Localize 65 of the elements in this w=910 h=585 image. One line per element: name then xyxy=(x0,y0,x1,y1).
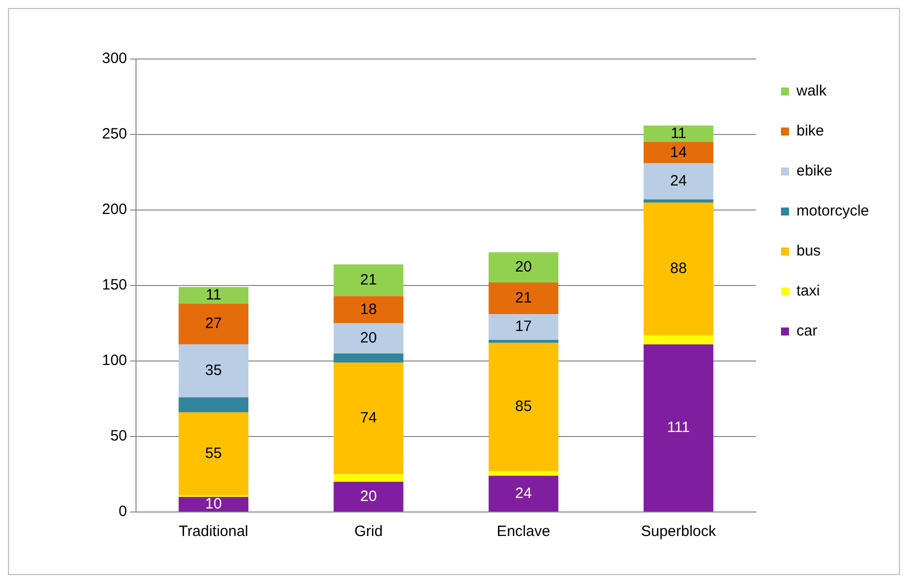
x-tick-label: Grid xyxy=(354,523,383,540)
x-tick-label: Superblock xyxy=(640,523,717,540)
bar xyxy=(644,163,714,200)
legend-label: bike xyxy=(796,122,824,140)
bar xyxy=(644,344,714,512)
bar xyxy=(334,296,404,324)
data-label: 21 xyxy=(360,271,377,288)
data-label: 14 xyxy=(670,144,687,161)
y-tick-label: 200 xyxy=(102,201,128,218)
data-label: 85 xyxy=(515,398,532,416)
bar xyxy=(334,482,404,512)
data-label: 20 xyxy=(360,488,377,505)
bar xyxy=(178,344,248,398)
bar xyxy=(488,471,558,476)
bar xyxy=(178,496,248,512)
bar xyxy=(488,476,558,512)
legend-label: car xyxy=(796,322,818,340)
bar xyxy=(334,362,404,474)
bar xyxy=(178,397,248,412)
bar xyxy=(488,342,558,472)
bar xyxy=(644,125,714,142)
data-label: 18 xyxy=(360,300,377,318)
y-tick-label: 0 xyxy=(118,503,128,520)
bar xyxy=(488,340,558,343)
legend-label: ebike xyxy=(796,162,832,180)
bar xyxy=(488,314,558,340)
data-label: 24 xyxy=(670,172,687,190)
bar xyxy=(488,282,558,314)
x-tick-label: Enclave xyxy=(496,523,550,540)
y-tick-label: 50 xyxy=(110,428,128,445)
legend-label: bus xyxy=(796,242,821,260)
data-label: 24 xyxy=(515,484,532,502)
x-tick-label: Traditional xyxy=(178,523,248,540)
data-label: 21 xyxy=(515,289,532,306)
bar xyxy=(178,304,248,344)
data-label: 20 xyxy=(515,258,532,276)
data-label: 10 xyxy=(205,495,222,512)
y-tick-label: 250 xyxy=(102,126,128,143)
bar xyxy=(334,474,404,482)
data-label: 111 xyxy=(667,419,690,436)
bar xyxy=(178,287,248,304)
data-label: 11 xyxy=(206,286,222,304)
data-label: 17 xyxy=(515,318,532,336)
bar xyxy=(644,202,714,336)
legend-label: taxi xyxy=(796,282,820,300)
bar xyxy=(488,252,558,282)
legend-label: motorcycle xyxy=(796,202,870,220)
bar xyxy=(334,323,404,354)
data-label: 88 xyxy=(670,260,687,278)
legend-label: walk xyxy=(795,82,827,100)
data-label: 11 xyxy=(670,124,686,142)
data-label: 55 xyxy=(205,445,222,462)
bar xyxy=(334,353,404,363)
bar xyxy=(644,142,714,164)
y-tick-label: 100 xyxy=(102,352,128,370)
bar xyxy=(334,264,404,296)
data-label: 27 xyxy=(205,315,222,332)
y-tick-label: 300 xyxy=(102,50,128,68)
data-label: 35 xyxy=(205,362,222,379)
bar xyxy=(644,199,714,202)
data-label: 74 xyxy=(360,410,377,427)
y-tick-label: 150 xyxy=(102,276,128,294)
data-label: 20 xyxy=(360,329,377,346)
bar xyxy=(644,335,714,344)
bar xyxy=(178,412,248,496)
